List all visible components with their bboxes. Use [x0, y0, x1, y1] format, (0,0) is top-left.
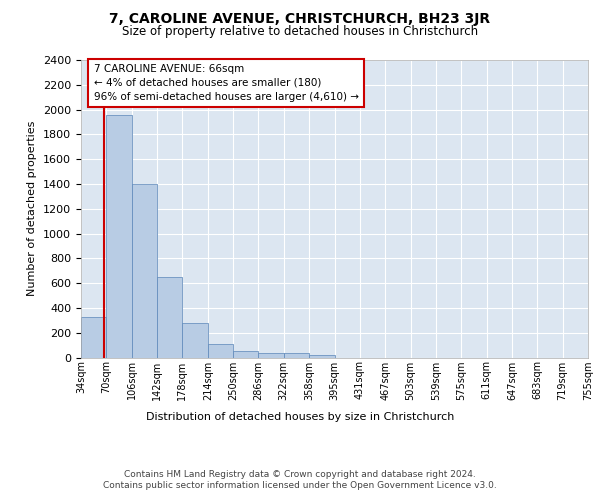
Bar [81, 316, 106, 358]
Text: 7, CAROLINE AVENUE, CHRISTCHURCH, BH23 3JR: 7, CAROLINE AVENUE, CHRISTCHURCH, BH23 3… [109, 12, 491, 26]
Bar [132, 184, 157, 358]
Bar [309, 355, 335, 358]
Bar [233, 352, 259, 358]
Text: 7 CAROLINE AVENUE: 66sqm
← 4% of detached houses are smaller (180)
96% of semi-d: 7 CAROLINE AVENUE: 66sqm ← 4% of detache… [94, 64, 359, 102]
Text: Distribution of detached houses by size in Christchurch: Distribution of detached houses by size … [146, 412, 454, 422]
Y-axis label: Number of detached properties: Number of detached properties [28, 121, 37, 296]
Bar [106, 114, 132, 358]
Bar [157, 277, 182, 357]
Text: Contains public sector information licensed under the Open Government Licence v3: Contains public sector information licen… [103, 481, 497, 490]
Text: Contains HM Land Registry data © Crown copyright and database right 2024.: Contains HM Land Registry data © Crown c… [124, 470, 476, 479]
Bar [182, 323, 208, 358]
Text: Size of property relative to detached houses in Christchurch: Size of property relative to detached ho… [122, 25, 478, 38]
Bar [259, 352, 284, 358]
Bar [208, 344, 233, 358]
Bar [284, 353, 309, 358]
